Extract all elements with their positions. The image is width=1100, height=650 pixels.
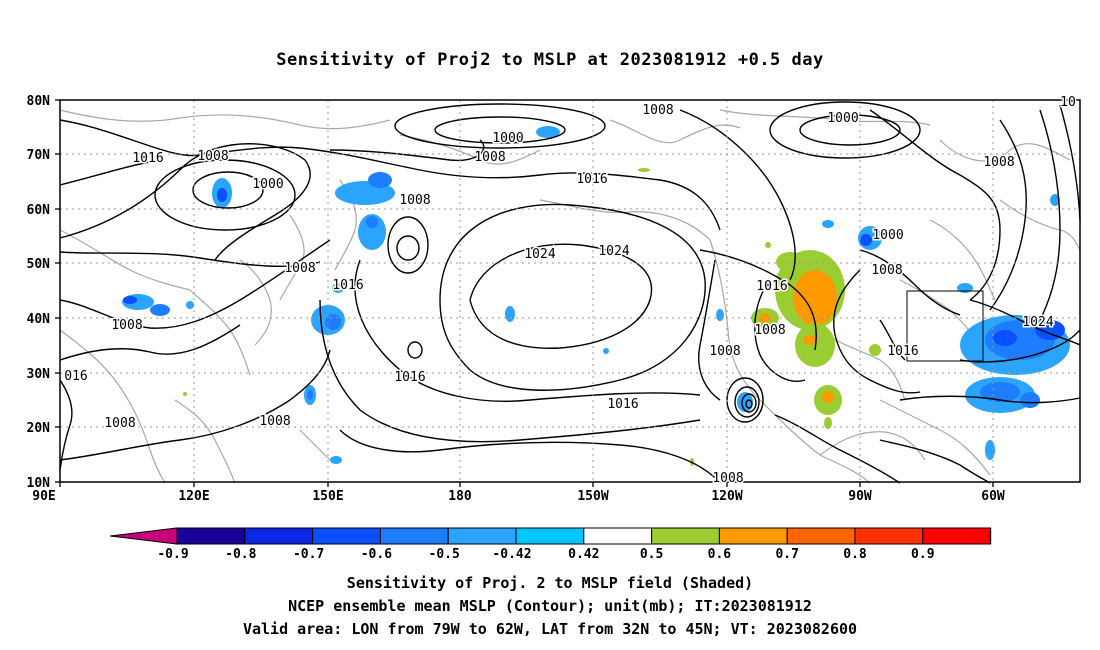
colorbar-tick-label: 0.7 bbox=[775, 547, 798, 562]
contour-label: 1024 bbox=[524, 247, 555, 262]
colorbar-tick-label: -0.42 bbox=[492, 547, 531, 562]
caption-contour: NCEP ensemble mean MSLP (Contour); unit(… bbox=[288, 597, 812, 615]
colorbar-box bbox=[176, 527, 246, 545]
contour-label: 1016 bbox=[394, 370, 425, 385]
colorbar-min-triangle bbox=[109, 527, 178, 545]
mslp-contours bbox=[59, 101, 1081, 484]
contour-label: 1016 bbox=[756, 279, 787, 294]
contour-label: 1008 bbox=[709, 344, 740, 359]
contour-label: 1008 bbox=[754, 323, 785, 338]
contour-label: 1016 bbox=[887, 344, 918, 359]
colorbar-tick-label: -0.5 bbox=[429, 547, 460, 562]
colorbar-box bbox=[447, 527, 517, 545]
contour-label: 1008 bbox=[111, 318, 142, 333]
contour-label: 1008 bbox=[284, 261, 315, 276]
colorbar-tick-label: -0.7 bbox=[293, 547, 324, 562]
lat-label-30n: 30N bbox=[27, 367, 51, 382]
tick-marks bbox=[55, 99, 994, 487]
contour-label: 1016 bbox=[332, 278, 363, 293]
lat-label-60n: 60N bbox=[27, 203, 51, 218]
contour-label: 1008 bbox=[259, 414, 290, 429]
colorbar-tick-label: -0.6 bbox=[361, 547, 392, 562]
contour-label: 1024 bbox=[1022, 315, 1053, 330]
contour-label: 1008 bbox=[983, 155, 1014, 170]
colorbar-tick-label: 0.9 bbox=[911, 547, 934, 562]
colorbar-tick-label: 0.42 bbox=[568, 547, 599, 562]
longitude-labels: 90E 120E 150E 180 150W 120W 90W 60W bbox=[32, 489, 1005, 504]
contour-label: 1000 bbox=[872, 228, 903, 243]
caption-shaded: Sensitivity of Proj. 2 to MSLP field (Sh… bbox=[346, 574, 754, 592]
contour-label: 1000 bbox=[492, 131, 523, 146]
contour-label: 1008 bbox=[399, 193, 430, 208]
contour-labels: 1000 1000 1000 1000 1008 1008 1008 1008 … bbox=[63, 94, 1078, 488]
contour-label: 1008 bbox=[871, 263, 902, 278]
colorbar-tick-label: -0.9 bbox=[157, 547, 188, 562]
colorbar-box bbox=[854, 527, 924, 545]
colorbar-box bbox=[651, 527, 720, 545]
contour-label: 1008 bbox=[642, 103, 673, 118]
colorbar-labels: -0.9 -0.8 -0.7 -0.6 -0.5 -0.42 0.42 0.5 0.6 0.7 0.… bbox=[157, 547, 934, 562]
colorbar-box bbox=[244, 527, 314, 545]
lat-label-10n: 10N bbox=[27, 476, 51, 491]
valid-area-box bbox=[906, 290, 984, 362]
contour-label: 10 bbox=[1060, 95, 1076, 110]
lat-label-50n: 50N bbox=[27, 257, 51, 272]
lat-label-70n: 70N bbox=[27, 148, 51, 163]
lon-label-150e: 150E bbox=[312, 489, 343, 504]
contour-label: 1008 bbox=[712, 471, 743, 486]
lon-label-150w: 150W bbox=[577, 489, 608, 504]
colorbar-box bbox=[786, 527, 856, 545]
contour-label: 1008 bbox=[197, 149, 228, 164]
colorbar-tick-label: 0.5 bbox=[640, 547, 663, 562]
lon-label-90e: 90E bbox=[32, 489, 55, 504]
gridlines bbox=[60, 100, 1080, 482]
positive-sensitivity-shading bbox=[183, 168, 881, 466]
map-frame bbox=[59, 99, 1081, 483]
contour-label: 1016 bbox=[576, 172, 607, 187]
lon-label-90w: 90W bbox=[848, 489, 872, 504]
contour-label: 1000 bbox=[827, 111, 858, 126]
colorbar-box bbox=[312, 527, 381, 545]
lon-label-120e: 120E bbox=[178, 489, 209, 504]
colorbar-box bbox=[922, 527, 992, 545]
lat-label-20n: 20N bbox=[27, 421, 51, 436]
contour-label: 1016 bbox=[607, 397, 638, 412]
colorbar-tick-label: -0.8 bbox=[225, 547, 256, 562]
colorbar-box bbox=[515, 527, 585, 545]
colorbar-box bbox=[718, 527, 788, 545]
contour-label: 1016 bbox=[132, 151, 163, 166]
contour-label: 1000 bbox=[252, 177, 283, 192]
colorbar-tick-label: 0.8 bbox=[843, 547, 867, 562]
lon-label-60w: 60W bbox=[981, 489, 1005, 504]
colorbar bbox=[109, 527, 992, 545]
colorbar-max-triangle bbox=[989, 527, 992, 545]
lon-label-180: 180 bbox=[448, 489, 472, 504]
colorbar-tick-label: 0.6 bbox=[708, 547, 732, 562]
contour-label: 1008 bbox=[104, 416, 135, 431]
lat-label-40n: 40N bbox=[27, 312, 51, 327]
contour-label: 016 bbox=[64, 369, 87, 384]
contour-label: 1008 bbox=[474, 150, 505, 165]
contour-label: 1024 bbox=[598, 244, 629, 259]
caption-valid-area: Valid area: LON from 79W to 62W, LAT fro… bbox=[242, 620, 858, 638]
chart-title: Sensitivity of Proj2 to MSLP at 20230819… bbox=[276, 50, 824, 70]
lat-label-80n: 80N bbox=[27, 94, 51, 109]
latitude-labels: 80N 70N 60N 50N 40N 30N 20N 10N bbox=[27, 94, 51, 491]
colorbar-box bbox=[379, 527, 449, 545]
lon-label-120w: 120W bbox=[711, 489, 742, 504]
colorbar-box bbox=[583, 527, 653, 545]
